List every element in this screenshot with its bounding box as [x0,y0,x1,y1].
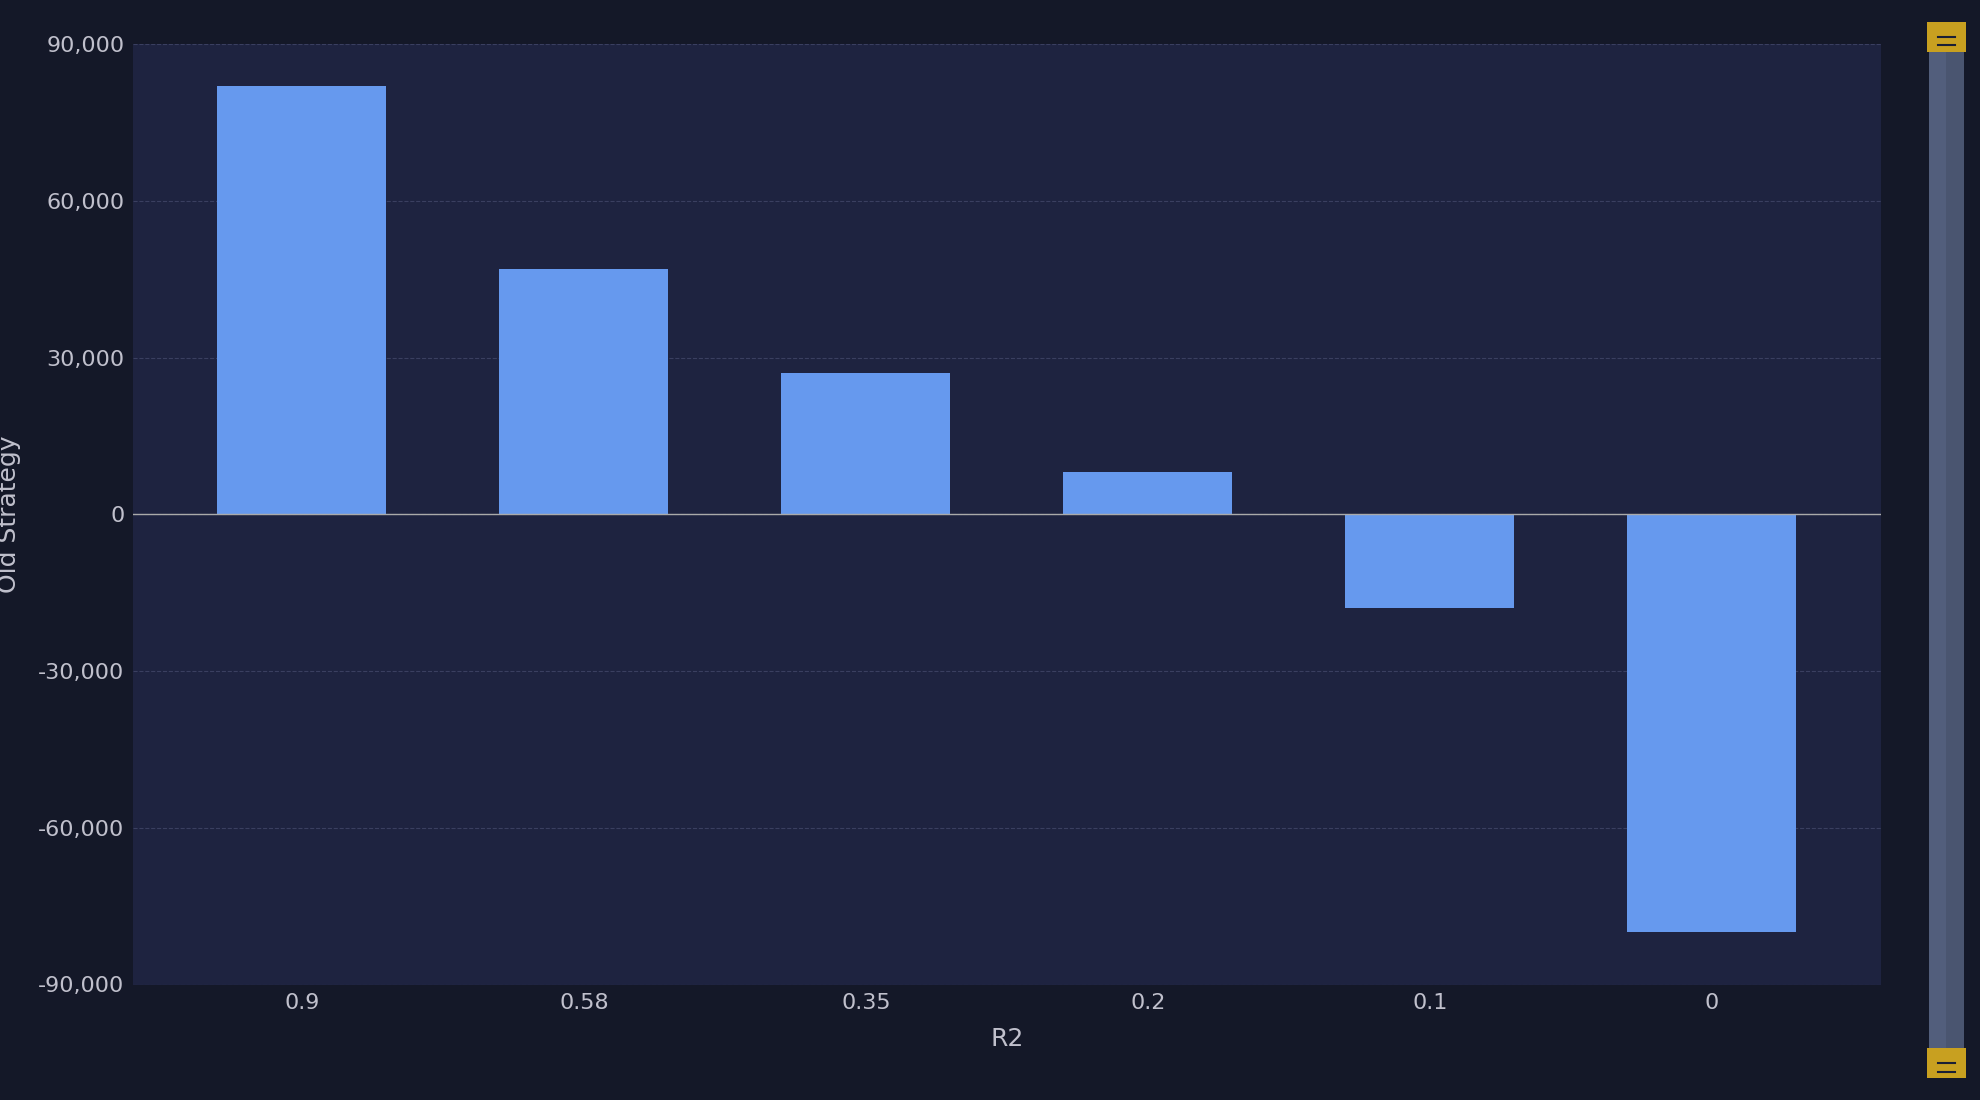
Bar [499,268,669,515]
Bar [1927,1048,1966,1078]
Bar [1628,515,1796,933]
Y-axis label: Old Strategy: Old Strategy [0,436,22,593]
Bar [1929,37,1964,1063]
X-axis label: R2: R2 [990,1026,1024,1050]
Bar [1344,515,1515,608]
Bar [1063,473,1232,515]
Bar [1929,37,1946,1063]
Bar [218,86,386,515]
Bar [782,373,950,515]
Bar [1927,22,1966,52]
